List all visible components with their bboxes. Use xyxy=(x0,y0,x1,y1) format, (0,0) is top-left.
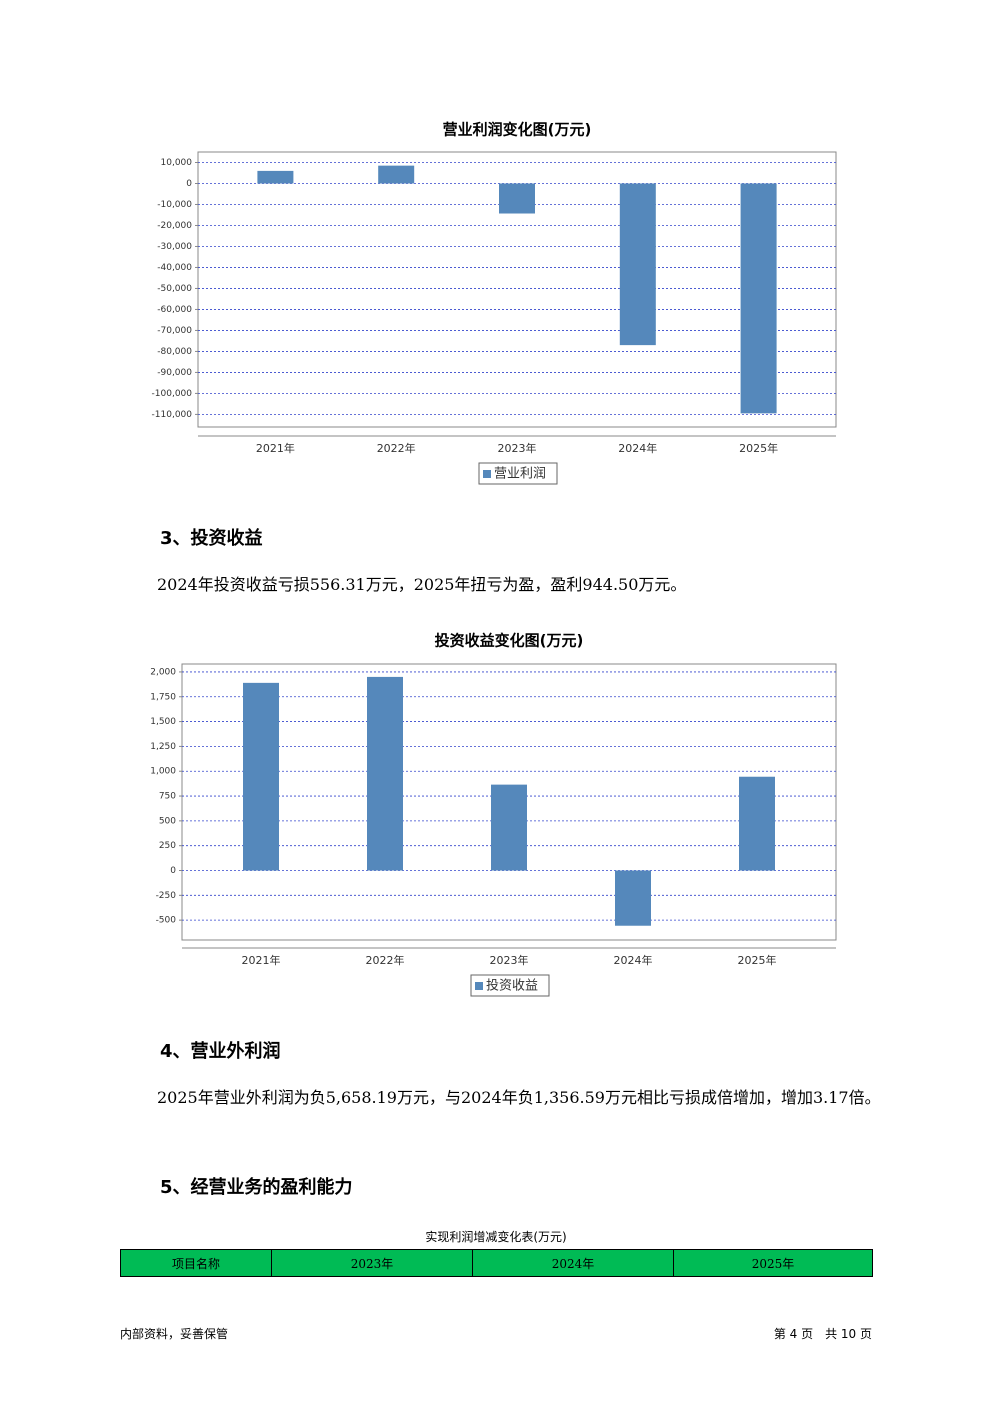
y-tick-label: -50,000 xyxy=(157,284,192,294)
y-tick-label: 2,000 xyxy=(150,667,176,677)
chart: 营业利润变化图(万元) 10,000 0 -10,000 -20,000 -30,000 -… xyxy=(152,121,837,485)
paragraph: 2024年投资收益亏损556.31万元，2025年扭亏为盈，盈利944.50万元… xyxy=(157,575,687,594)
y-tick-label: 0 xyxy=(186,179,192,189)
y-tick-label: -250 xyxy=(156,891,177,901)
legend-box xyxy=(478,462,558,485)
bar xyxy=(243,682,279,871)
y-tick-label: -80,000 xyxy=(157,347,192,357)
y-tick-label: -30,000 xyxy=(157,242,192,252)
bar xyxy=(615,870,651,926)
heading: 3、投资收益 xyxy=(160,528,263,549)
y-tick-label: 1,250 xyxy=(150,742,176,752)
x-tick-label: 2022年 xyxy=(366,953,405,967)
heading: 4、营业外利润 xyxy=(160,1041,281,1062)
header-cell: 2023年 xyxy=(271,1249,473,1277)
y-tick-label: 1,750 xyxy=(150,692,176,702)
y-tick-label: 0 xyxy=(170,866,176,876)
x-tick-label: 2024年 xyxy=(618,441,657,455)
x-tick-label: 2021年 xyxy=(242,953,281,967)
y-tick-label: -10,000 xyxy=(157,200,192,210)
bar xyxy=(378,165,415,184)
y-tick-label: -100,000 xyxy=(152,389,193,399)
header-cell: 项目名称 xyxy=(120,1249,272,1277)
footer-right: 第 4 页 共 10 页 xyxy=(773,1327,872,1341)
x-tick-label: 2023年 xyxy=(490,953,529,967)
footer-left: 内部资料，妥善保管 xyxy=(120,1327,229,1341)
bar xyxy=(499,183,535,214)
x-tick-label: 2021年 xyxy=(256,441,295,455)
y-tick-label: 10,000 xyxy=(161,158,193,168)
y-tick-label: 1,500 xyxy=(150,717,176,727)
y-tick-label: -500 xyxy=(156,916,177,926)
bar xyxy=(367,676,403,871)
bar xyxy=(491,784,527,871)
x-tick-label: 2025年 xyxy=(739,441,778,455)
table-header: 项目名称 2023年 2024年 2025年 xyxy=(120,1249,873,1277)
bar xyxy=(739,776,775,871)
y-tick-label: 250 xyxy=(159,841,176,851)
chart: 投资收益变化图(万元) 2,000 1,750 1,500 1,250 1,000 750 5… xyxy=(150,632,837,997)
x-tick-label: 2024年 xyxy=(614,953,653,967)
bar xyxy=(257,170,294,184)
paragraph: 2025年营业外利润为负5,658.19万元，与2024年负1,356.59万元… xyxy=(157,1088,881,1107)
y-tick-label: -60,000 xyxy=(157,305,192,315)
y-tick-label: -70,000 xyxy=(157,326,192,336)
y-tick-label: 1,000 xyxy=(150,767,176,777)
legend-swatch xyxy=(475,982,483,990)
y-tick-label: 750 xyxy=(159,792,176,802)
chart-title: 投资收益变化图(万元) xyxy=(435,632,584,650)
legend-label: 营业利润 xyxy=(494,467,546,482)
plot-area xyxy=(181,663,837,941)
y-tick-label: -110,000 xyxy=(152,410,193,420)
x-tick-label: 2022年 xyxy=(377,441,416,455)
x-tick-label: 2023年 xyxy=(498,441,537,455)
header-cell: 2024年 xyxy=(472,1249,674,1277)
legend-label: 投资收益 xyxy=(486,978,538,994)
y-tick-label: -40,000 xyxy=(157,263,192,273)
plot-area xyxy=(197,151,837,428)
y-tick-label: -20,000 xyxy=(157,221,192,231)
legend-swatch xyxy=(483,470,491,478)
y-tick-label: -90,000 xyxy=(157,368,192,378)
legend-box xyxy=(470,974,550,997)
bar xyxy=(740,183,777,414)
table: 项目名称 2023年 2024年 2025年 xyxy=(120,1249,873,1277)
bar xyxy=(619,183,656,346)
chart-title: 营业利润变化图(万元) xyxy=(443,121,592,139)
header-cell: 2025年 xyxy=(673,1249,873,1277)
x-tick-label: 2025年 xyxy=(738,953,777,967)
table-title: 实现利润增减变化表(万元) xyxy=(425,1230,567,1244)
heading: 5、经营业务的盈利能力 xyxy=(160,1177,353,1198)
y-tick-label: 500 xyxy=(159,816,176,826)
